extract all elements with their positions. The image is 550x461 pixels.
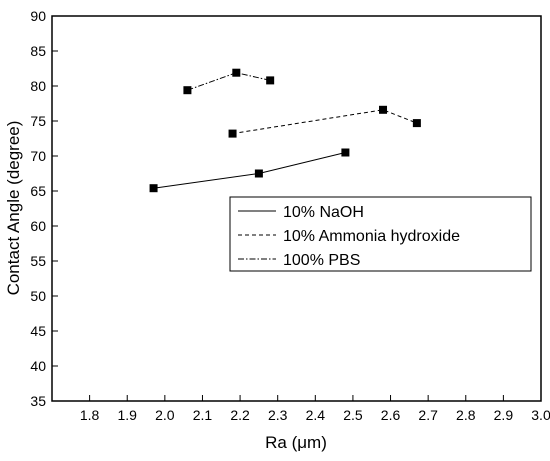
x-axis-title: Ra (μm) [265, 433, 327, 452]
series-1 [149, 148, 350, 193]
y-tick-label: 90 [30, 8, 46, 24]
x-tick-label: 1.8 [80, 407, 100, 423]
y-tick-label: 70 [30, 148, 46, 164]
data-point [183, 86, 192, 95]
data-point [379, 105, 388, 114]
y-tick-label: 50 [30, 288, 46, 304]
data-point [341, 148, 350, 157]
x-tick-label: 2.3 [268, 407, 288, 423]
data-point [149, 184, 158, 193]
x-tick-label: 2.8 [456, 407, 476, 423]
series-3 [183, 68, 275, 95]
legend-label: 100% PBS [283, 252, 360, 269]
series-2 [228, 105, 421, 138]
y-tick-label: 40 [30, 358, 46, 374]
y-axis-title: Contact Angle (degree) [4, 121, 23, 296]
x-tick-label: 1.9 [117, 407, 137, 423]
x-tick-label: 2.6 [381, 407, 401, 423]
data-point [232, 68, 241, 77]
y-tick-label: 65 [30, 183, 46, 199]
y-tick-label: 60 [30, 218, 46, 234]
y-tick-label: 55 [30, 253, 46, 269]
legend: 10% NaOH 10% Ammonia hydroxide 100% PBS [229, 196, 532, 272]
y-tick-label: 45 [30, 323, 46, 339]
plot-frame [51, 15, 542, 402]
x-tick-label: 3.0 [531, 407, 550, 423]
x-tick-label: 2.1 [193, 407, 213, 423]
data-point [266, 76, 275, 85]
series-line [232, 109, 418, 135]
data-point [254, 169, 263, 178]
y-tick-label: 75 [30, 113, 46, 129]
data-point [228, 129, 237, 138]
series-line [153, 152, 346, 189]
x-tick-label: 2.0 [155, 407, 175, 423]
series-layer [149, 68, 421, 193]
legend-label: 10% Ammonia hydroxide [283, 228, 460, 245]
y-tick-label: 85 [30, 43, 46, 59]
x-tick-label: 2.2 [230, 407, 250, 423]
series-line [187, 72, 271, 91]
y-tick-label: 35 [30, 393, 46, 409]
legend-box [229, 196, 532, 272]
x-tick-label: 2.7 [418, 407, 438, 423]
x-tick-label: 2.4 [306, 407, 326, 423]
data-point [412, 119, 421, 128]
y-tick-label: 80 [30, 78, 46, 94]
legend-label: 10% NaOH [283, 204, 364, 221]
axis-ticks: 1.8 1.9 2.0 2.1 2.2 2.3 2.4 2.5 2.6 2.7 2.8 2.9 3.0 3… [30, 8, 550, 423]
x-tick-label: 2.9 [494, 407, 514, 423]
x-tick-label: 2.5 [343, 407, 363, 423]
